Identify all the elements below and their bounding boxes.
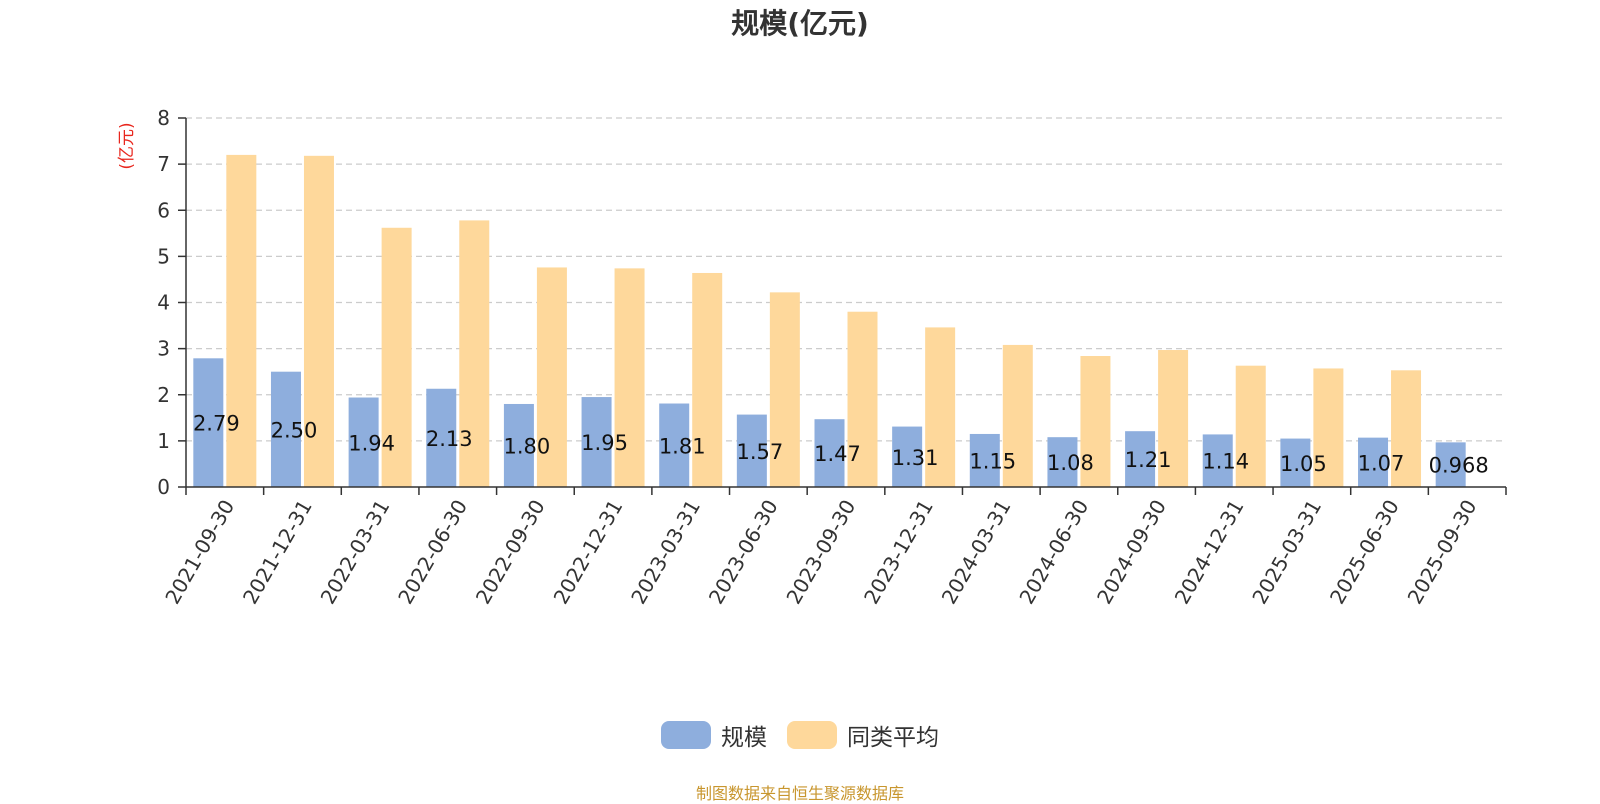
data-label-scale: 2.13	[426, 427, 473, 451]
x-tick-label: 2021-12-31	[238, 496, 317, 609]
bar-peer-average	[925, 327, 956, 487]
data-label-scale: 1.15	[969, 449, 1016, 473]
x-tick-label: 2023-12-31	[859, 496, 938, 609]
x-tick-label: 2024-12-31	[1170, 496, 1249, 609]
data-label-scale: 1.05	[1280, 452, 1327, 476]
x-tick-label: 2023-06-30	[704, 496, 783, 609]
data-label-scale: 1.81	[659, 434, 706, 458]
data-label-scale: 1.57	[736, 440, 783, 464]
bar-scale	[892, 426, 923, 487]
legend: 规模 同类平均	[0, 718, 1600, 752]
x-tick-label: 2022-09-30	[471, 496, 550, 609]
x-tick-label: 2025-03-31	[1247, 496, 1326, 609]
bar-scale	[426, 388, 457, 487]
x-tick-label: 2024-09-30	[1092, 496, 1171, 609]
data-label-scale: 1.14	[1202, 450, 1249, 474]
data-label-scale: 1.21	[1125, 448, 1172, 472]
data-label-scale: 1.08	[1047, 451, 1094, 475]
y-axis-title: (亿元)	[117, 122, 137, 169]
bar-peer-average	[1080, 356, 1111, 487]
bar-peer-average	[1158, 350, 1189, 487]
bar-scale	[814, 419, 845, 487]
y-tick-label: 5	[157, 244, 170, 268]
y-tick-label: 0	[157, 475, 170, 499]
x-tick-label: 2021-09-30	[160, 496, 239, 609]
y-tick-label: 8	[157, 106, 170, 130]
bar-scale	[736, 414, 767, 487]
bar-scale	[1280, 438, 1311, 487]
bar-peer-average	[1235, 365, 1266, 487]
x-tick-label: 2025-06-30	[1325, 496, 1404, 609]
bar-peer-average	[847, 311, 878, 487]
data-labels: 2.79 2.50 1.94 2.13 1.80 1.95 1.81 1.57 1.47 1.31…	[193, 412, 1489, 478]
bar-scale	[659, 403, 690, 487]
x-tick-label: 2022-06-30	[393, 496, 472, 609]
bar-peer-average	[536, 267, 567, 487]
data-label-scale: 1.95	[581, 431, 628, 455]
x-tick-label: 2023-03-31	[626, 496, 705, 609]
data-label-scale: 2.50	[271, 418, 318, 442]
y-tick-label: 7	[157, 152, 170, 176]
data-label-scale: 1.94	[348, 431, 395, 455]
legend-label-peer-average: 同类平均	[847, 725, 939, 751]
data-label-scale: 1.07	[1358, 451, 1405, 475]
bar-peer-average	[226, 154, 257, 487]
x-tick-label: 2022-12-31	[548, 496, 627, 609]
chart-title: 规模(亿元)	[731, 7, 869, 40]
y-tick-label: 6	[157, 198, 170, 222]
bar-peer-average	[692, 272, 723, 487]
bar-scale	[1358, 437, 1389, 487]
bar-scale	[581, 397, 612, 487]
bar-scale	[1047, 437, 1078, 487]
legend-swatch-peer-average	[787, 721, 837, 749]
bar-peer-average	[614, 268, 645, 487]
x-tick-label: 2024-03-31	[937, 496, 1016, 609]
legend-item-peer-average[interactable]: 同类平均	[787, 718, 939, 752]
bar-scale	[348, 397, 379, 487]
bar-peer-average	[459, 220, 490, 487]
data-source-note: 制图数据来自恒生聚源数据库	[695, 784, 904, 803]
bar-peer-average	[381, 227, 412, 487]
bars	[193, 154, 1466, 487]
axes: 0123456782021-09-302021-12-312022-03-312…	[157, 106, 1507, 609]
x-tick-label: 2022-03-31	[316, 496, 395, 609]
bar-scale	[1125, 431, 1156, 487]
bar-peer-average	[1313, 368, 1344, 487]
legend-item-scale[interactable]: 规模	[661, 718, 767, 752]
bar-scale	[270, 371, 301, 487]
data-label-scale: 0.968	[1429, 454, 1489, 478]
data-label-scale: 1.31	[892, 446, 939, 470]
y-tick-label: 3	[157, 337, 170, 361]
bar-scale	[1435, 442, 1466, 487]
bar-peer-average	[303, 155, 334, 487]
data-label-scale: 1.80	[504, 434, 551, 458]
x-tick-label: 2024-06-30	[1014, 496, 1093, 609]
bar-scale	[503, 403, 534, 487]
legend-label-scale: 规模	[721, 725, 767, 751]
bar-peer-average	[1391, 370, 1422, 487]
bar-scale	[1202, 434, 1233, 487]
bar-peer-average	[769, 292, 800, 487]
bar-scale	[969, 433, 1000, 487]
x-tick-label: 2025-09-30	[1403, 496, 1482, 609]
data-label-scale: 2.79	[193, 412, 240, 436]
bar-peer-average	[1002, 344, 1033, 487]
y-tick-label: 2	[157, 383, 170, 407]
data-label-scale: 1.47	[814, 442, 861, 466]
bar-scale	[193, 358, 224, 487]
y-tick-label: 1	[157, 429, 170, 453]
legend-swatch-scale	[661, 721, 711, 749]
y-tick-label: 4	[157, 291, 170, 315]
x-tick-label: 2023-09-30	[781, 496, 860, 609]
